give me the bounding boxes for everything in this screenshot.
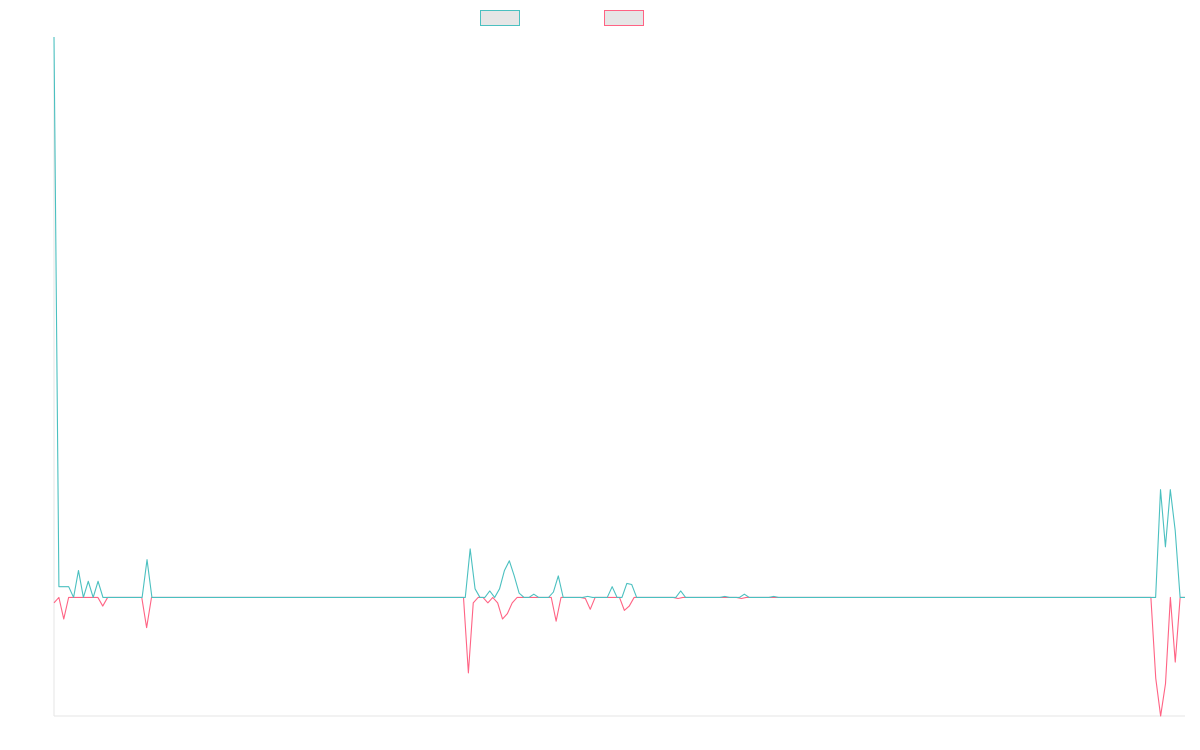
series-1-line	[53, 36, 1185, 598]
legend-swatch-series-2[interactable]	[604, 10, 644, 26]
legend-swatch-series-1[interactable]	[480, 10, 520, 26]
series-2-line	[53, 596, 1185, 717]
